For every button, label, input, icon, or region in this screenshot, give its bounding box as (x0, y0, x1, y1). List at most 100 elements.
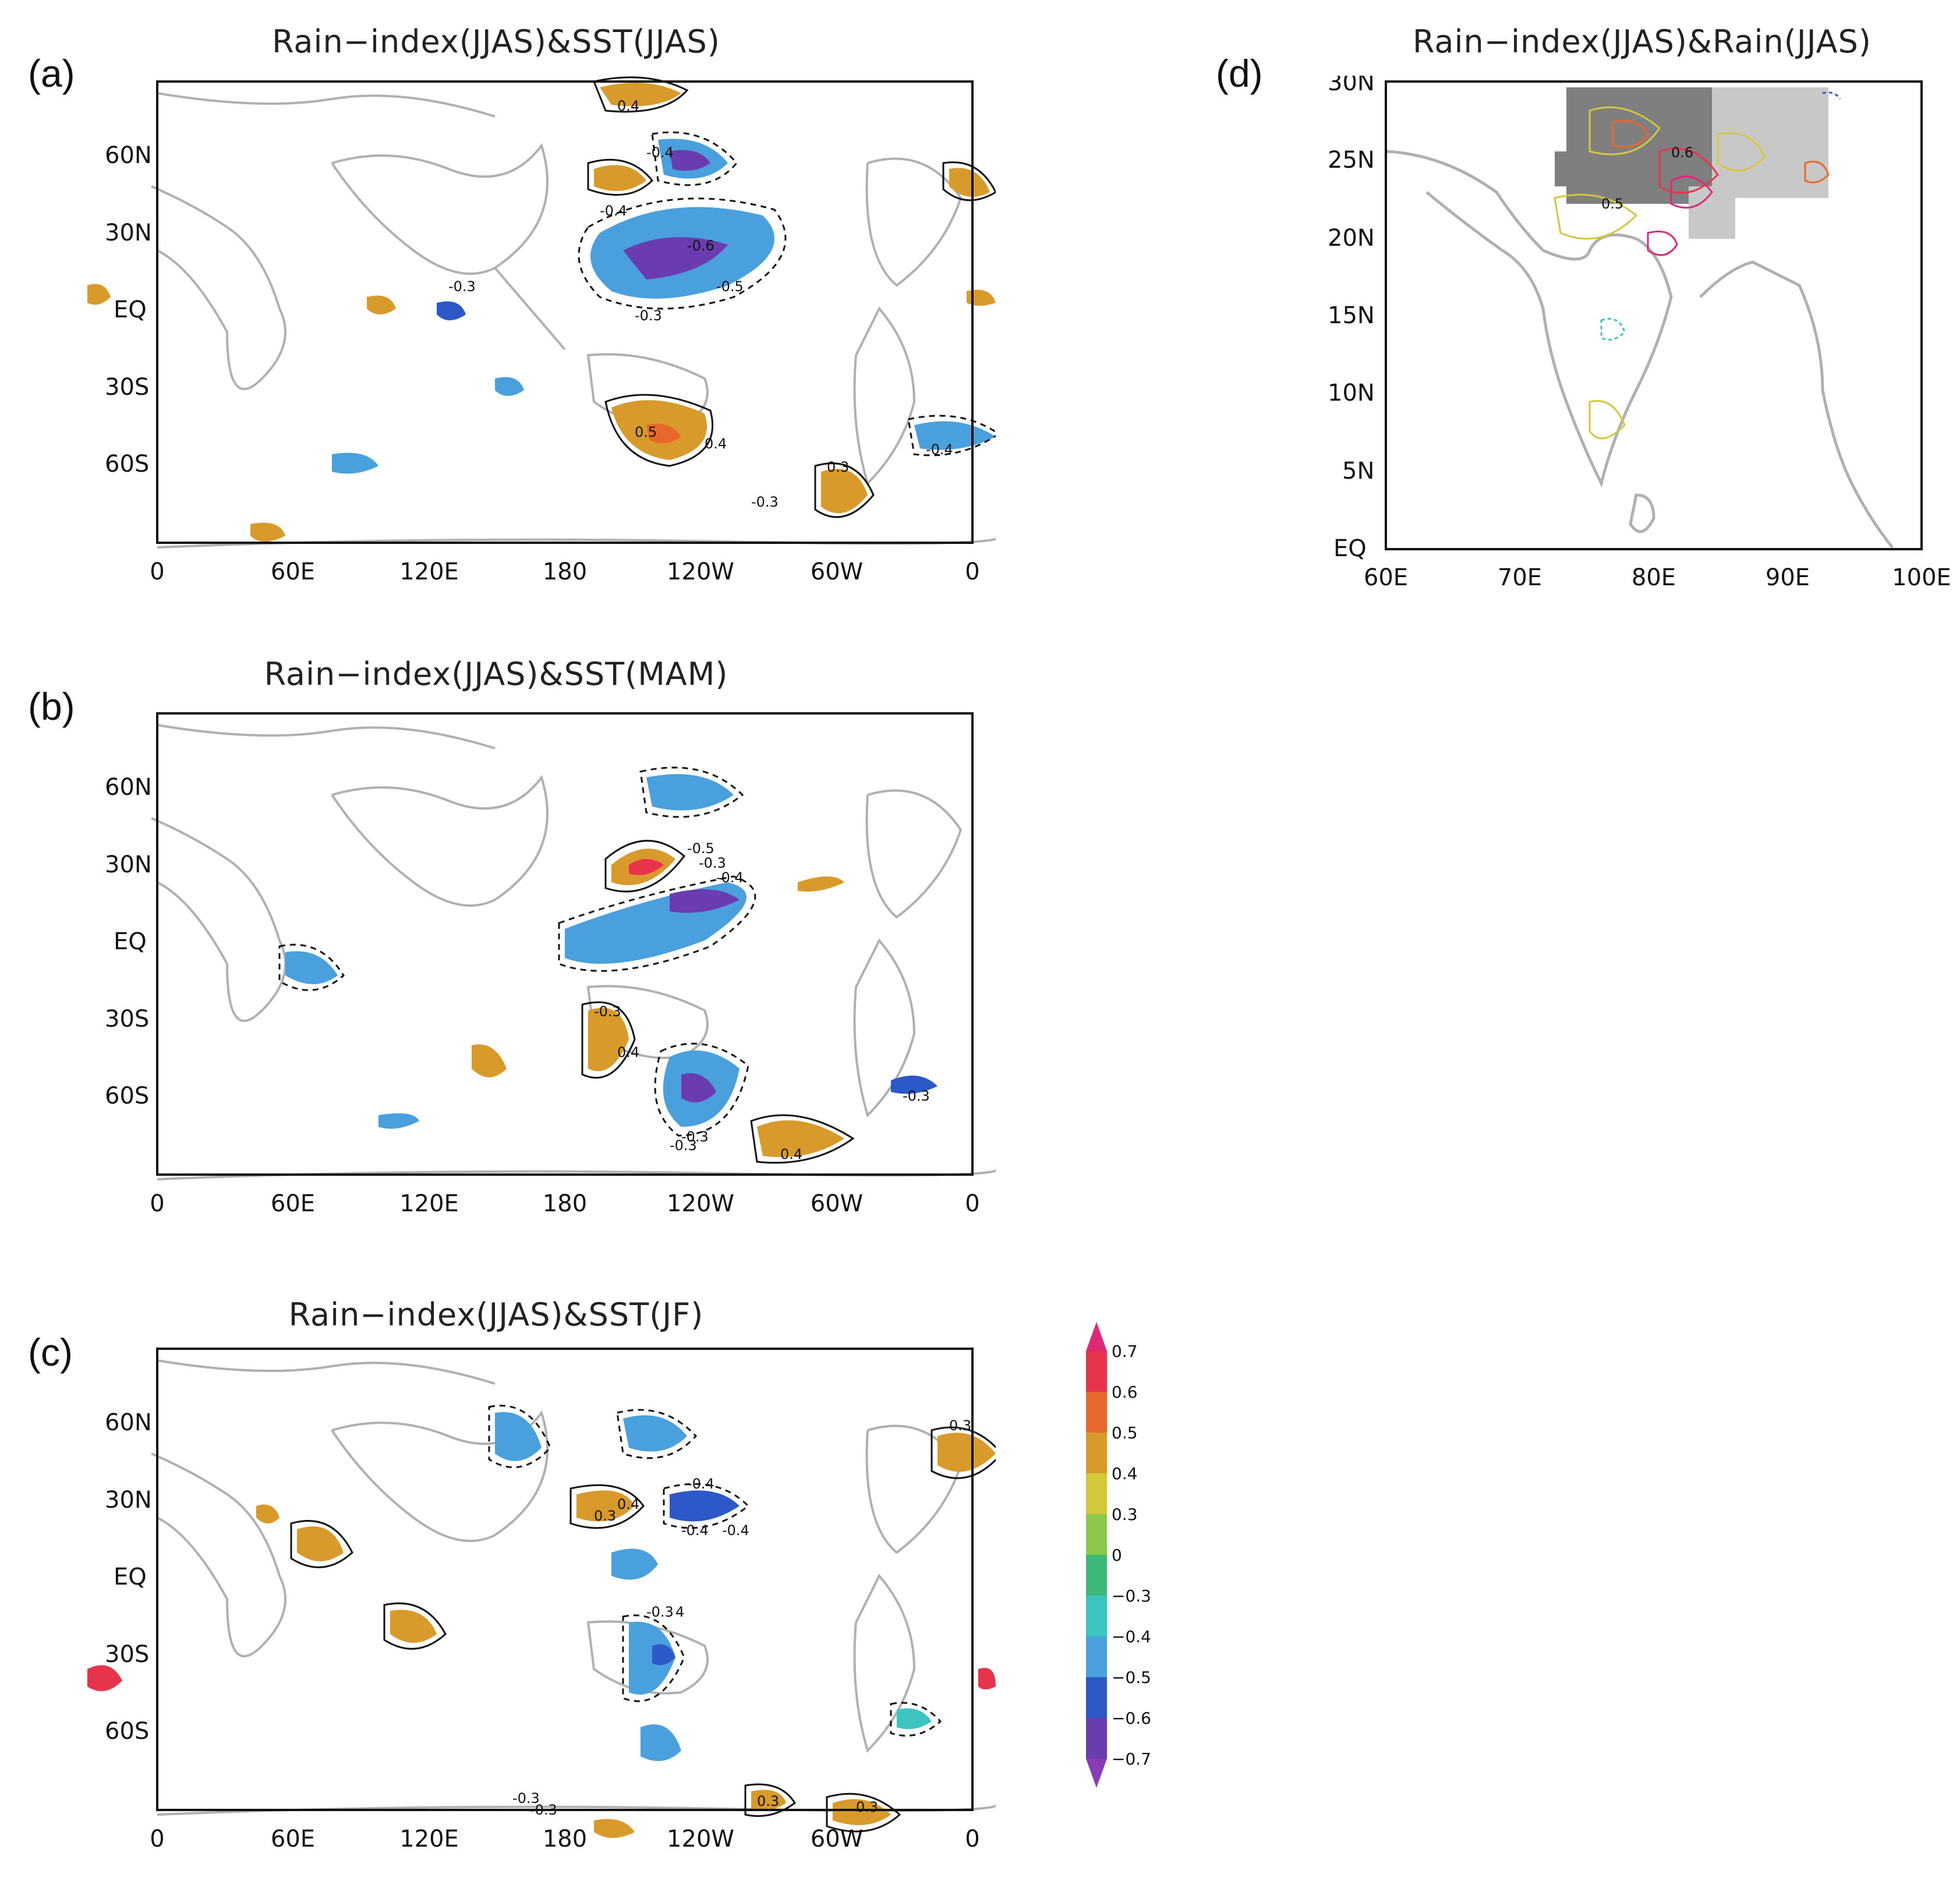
y-ticks-d: 30N 25N 20N 15N 10N 5N EQ (1328, 76, 1375, 562)
shaded-regions-c (87, 1412, 996, 1838)
svg-text:30S: 30S (105, 1006, 149, 1033)
svg-text:60N: 60N (105, 142, 152, 169)
colorbar-level-label: −0.4 (1112, 1627, 1151, 1646)
contours-b (278, 766, 855, 1164)
panel-b-title: Rain−index(JJAS)&SST(MAM) (264, 656, 728, 692)
svg-text:60S: 60S (105, 1718, 149, 1745)
y-ticks-c: 60N 30N EQ 30S 60S (105, 1409, 152, 1745)
x-ticks-b: 0 60E 120E 180 120W 60W 0 (150, 1190, 979, 1217)
svg-text:60E: 60E (1364, 564, 1408, 591)
svg-text:-0.3: -0.3 (635, 307, 662, 324)
svg-text:-0.4: -0.4 (926, 441, 953, 458)
svg-text:-0.4: -0.4 (687, 1476, 714, 1492)
colorbar-level-label: 0.4 (1112, 1464, 1138, 1483)
x-ticks-a: 0 60E 120E 180 120W 60W 0 (150, 558, 979, 585)
svg-text:0: 0 (150, 558, 164, 585)
svg-text:-0.5: -0.5 (716, 278, 744, 295)
svg-text:180: 180 (543, 1826, 587, 1852)
coastlines-c (151, 1359, 996, 1816)
svg-text:180: 180 (543, 1190, 587, 1217)
svg-text:-0.4: -0.4 (722, 1522, 749, 1539)
svg-text:-0.3: -0.3 (903, 1088, 930, 1104)
svg-text:60W: 60W (811, 1190, 863, 1217)
svg-text:0.5: 0.5 (635, 424, 657, 440)
svg-text:120E: 120E (399, 1826, 459, 1852)
shaded-regions-b (285, 774, 937, 1157)
contour-value-labels-a: -0.4 -0.4 -0.6 -0.5 -0.3 0.5 0.4 0.3 -0.4 -0.3… (448, 98, 953, 510)
panel-d-title: Rain−index(JJAS)&Rain(JJAS) (1413, 23, 1871, 60)
svg-text:0.4: 0.4 (617, 98, 639, 114)
svg-text:-0.4: -0.4 (646, 144, 674, 161)
colorbar-level-label: −0.7 (1112, 1749, 1151, 1769)
colorbar-level-label: −0.3 (1112, 1586, 1151, 1606)
svg-text:60E: 60E (271, 1190, 315, 1217)
svg-text:0.3: 0.3 (827, 459, 849, 475)
svg-text:-0.3: -0.3 (670, 1137, 697, 1154)
svg-text:80E: 80E (1632, 564, 1676, 591)
coastline-d (1385, 150, 1894, 549)
svg-text:-0.3: -0.3 (646, 1604, 674, 1620)
colorbar-level-label: 0.5 (1112, 1423, 1138, 1442)
panel-c-title: Rain−index(JJAS)&SST(JF) (288, 1296, 704, 1333)
svg-text:30N: 30N (105, 220, 152, 246)
map-frame-a (156, 80, 974, 544)
colorbar-segment (1086, 1514, 1107, 1555)
significance-shading-d (1555, 87, 1828, 239)
colorbar-segment (1086, 1636, 1107, 1677)
svg-text:0: 0 (965, 1190, 979, 1217)
map-frame-b (156, 712, 974, 1176)
colorbar-segment (1086, 1718, 1107, 1759)
contour-value-labels-b: -0.5-0.3-0.4 -0.30.4-0.3 0.4-0.3-0.3 (594, 840, 930, 1162)
svg-text:-0.3: -0.3 (751, 494, 779, 510)
svg-text:0: 0 (965, 1826, 979, 1852)
svg-text:0.3: 0.3 (949, 1417, 971, 1434)
svg-text:120W: 120W (667, 1826, 734, 1852)
svg-text:180: 180 (543, 558, 587, 585)
svg-text:0.4: 0.4 (705, 436, 727, 452)
svg-text:60W: 60W (811, 558, 863, 585)
colorbar-level-label: 0.6 (1112, 1383, 1138, 1402)
colorbar-level-label: 0.3 (1112, 1505, 1138, 1524)
y-ticks-a: 60N 30N EQ 30S 60S (105, 142, 152, 478)
colorbar (1086, 1322, 1107, 1788)
svg-text:30N: 30N (105, 851, 152, 878)
svg-text:EQ: EQ (1333, 535, 1367, 562)
svg-text:0.5: 0.5 (1601, 196, 1623, 212)
svg-text:0.6: 0.6 (1671, 144, 1693, 161)
svg-text:60E: 60E (271, 1826, 315, 1852)
colorbar-level-label: 0 (1112, 1546, 1122, 1565)
colorbar-segment (1086, 1392, 1107, 1433)
colorbar-level-label: −0.6 (1112, 1709, 1151, 1728)
svg-text:30S: 30S (105, 374, 149, 401)
svg-text:20N: 20N (1328, 225, 1375, 252)
svg-text:5N: 5N (1342, 458, 1374, 485)
colorbar-bottom-arrow (1086, 1759, 1107, 1788)
contours-c (290, 1405, 996, 1833)
panel-d-label: (d) (1216, 52, 1263, 95)
svg-text:30N: 30N (105, 1487, 152, 1514)
colorbar-segment (1086, 1351, 1107, 1392)
svg-text:0: 0 (150, 1190, 164, 1217)
colorbar-level-label: 0.7 (1112, 1342, 1138, 1361)
contours-a (578, 76, 996, 518)
panel-a-label: (a) (28, 52, 75, 95)
panel-c-map: 0.3-0.40.3 0.4-0.4 -0.4 -0.3 4-0.3 -0.30.3… (87, 1348, 996, 1852)
svg-text:90E: 90E (1766, 564, 1810, 591)
svg-text:0.3: 0.3 (594, 1508, 616, 1524)
colorbar-top-arrow (1086, 1322, 1107, 1351)
y-ticks-b: 60N 30N EQ 30S 60S (105, 774, 152, 1109)
svg-text:120W: 120W (667, 558, 734, 585)
svg-text:-0.4: -0.4 (600, 203, 627, 219)
svg-text:0.3: 0.3 (856, 1799, 878, 1815)
svg-text:0.3: 0.3 (757, 1793, 779, 1809)
colorbar-segment (1086, 1555, 1107, 1596)
colorbar-level-label: −0.5 (1112, 1668, 1151, 1687)
colorbar-segment (1086, 1473, 1107, 1514)
svg-text:-0.3: -0.3 (594, 1003, 621, 1020)
svg-text:-0.6: -0.6 (687, 238, 714, 254)
coastlines-b (151, 724, 996, 1180)
svg-text:70E: 70E (1498, 564, 1542, 591)
svg-text:10N: 10N (1328, 380, 1375, 406)
svg-text:0.4: 0.4 (780, 1146, 802, 1162)
panel-a-map: -0.4 -0.4 -0.6 -0.5 -0.3 0.5 0.4 0.3 -0.4 -0.3… (87, 76, 996, 585)
